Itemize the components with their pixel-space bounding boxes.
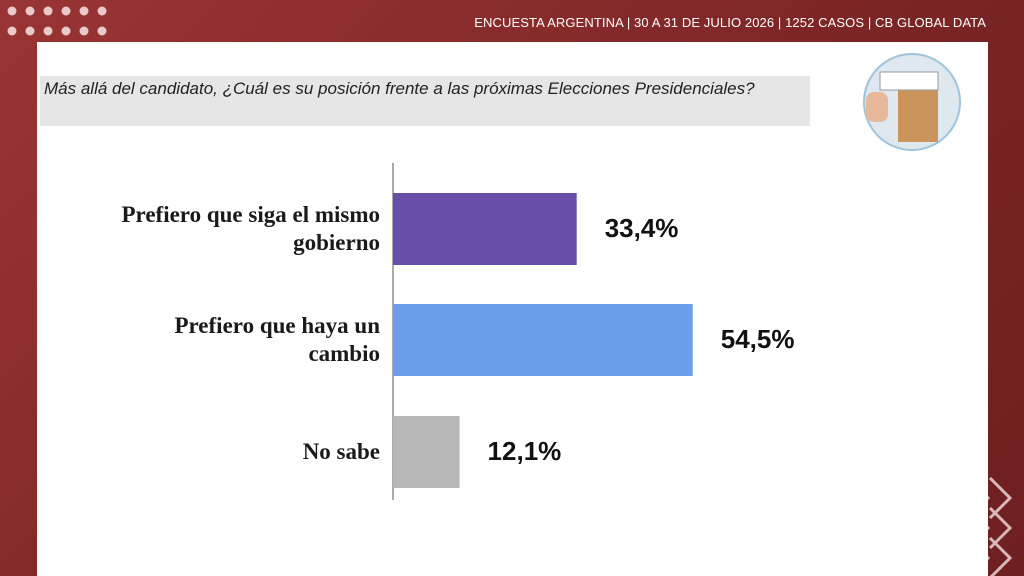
header: ENCUESTA ARGENTINA | 30 A 31 DE JULIO 20… [474, 15, 986, 30]
bar [393, 304, 693, 376]
category-label: Prefiero que siga el mismo gobierno [121, 202, 381, 255]
category-label: No sabe [302, 439, 380, 464]
chart-title: Más allá del candidato, ¿Cuál es su posi… [40, 76, 810, 126]
bar [393, 416, 460, 488]
bar [393, 193, 577, 265]
value-label: 12,1% [487, 436, 562, 466]
category-label: Prefiero que haya un cambio [174, 313, 380, 366]
value-label: 54,5% [720, 324, 795, 354]
dots [7, 6, 107, 36]
value-label: 33,4% [604, 213, 679, 243]
photo [863, 53, 961, 151]
